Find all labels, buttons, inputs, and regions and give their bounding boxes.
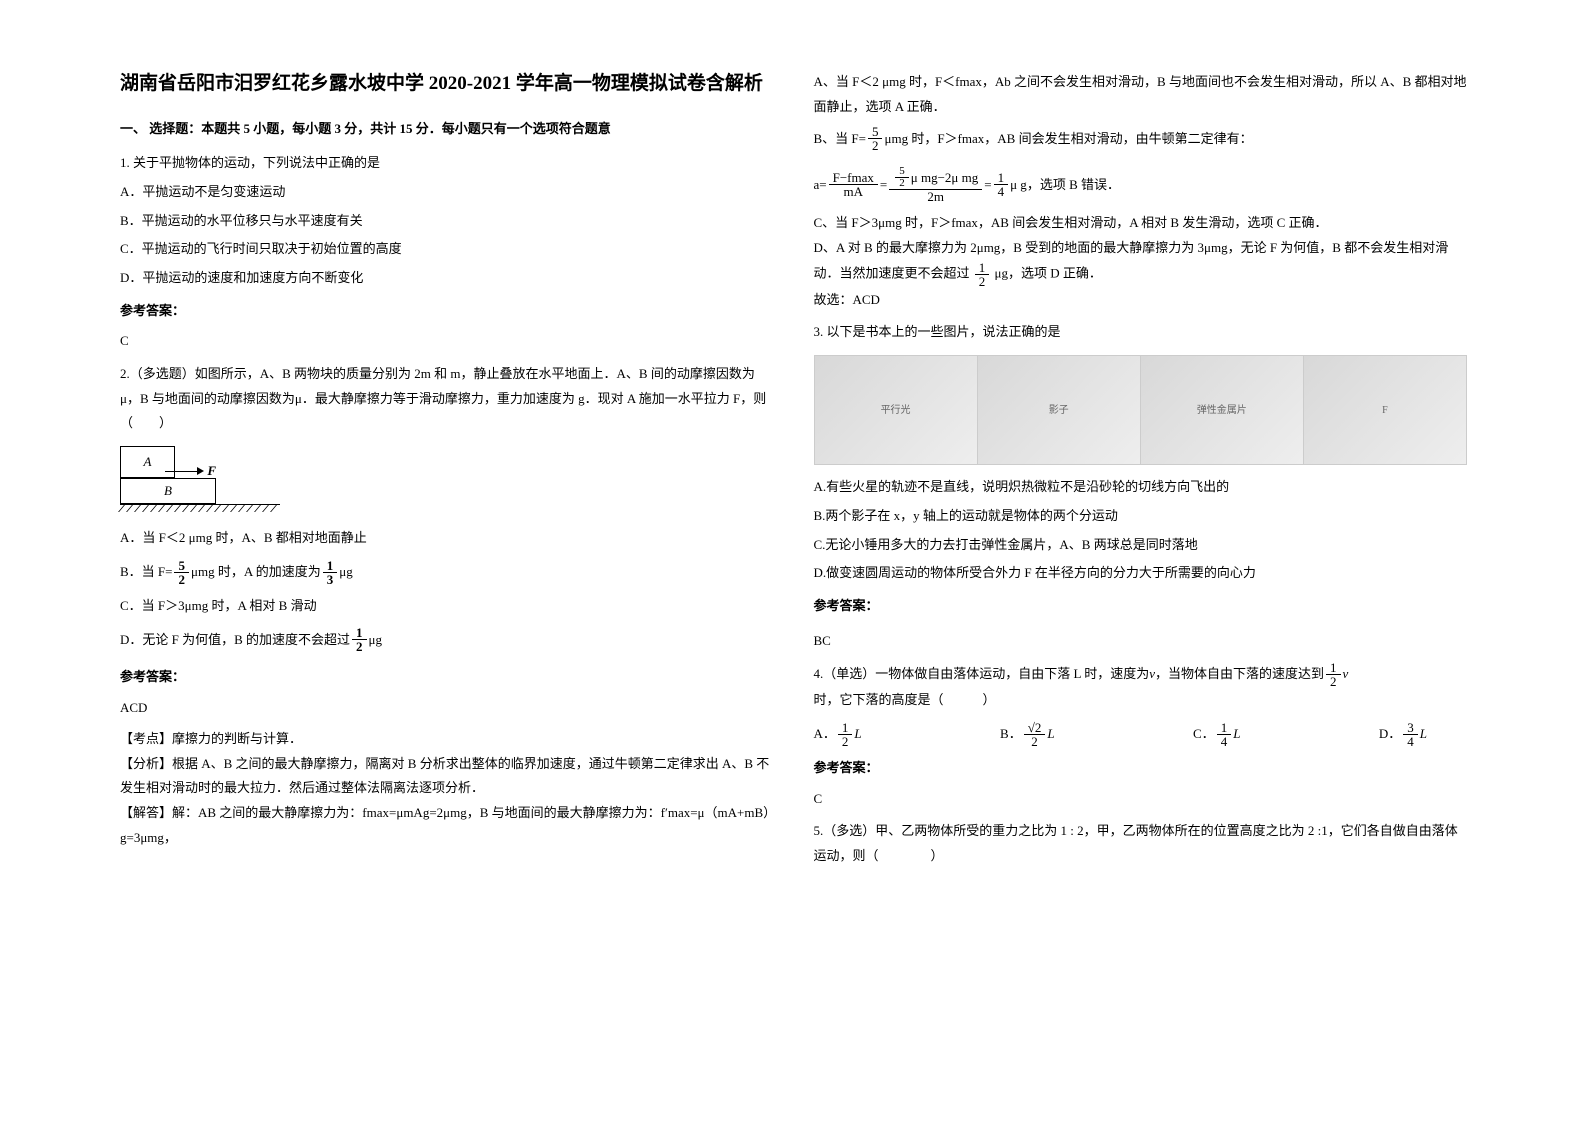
q2b-pre: B．当 F=	[120, 560, 172, 585]
right-column: A、当 F＜2 μmg 时，F＜fmax，Ab 之间不会发生相对滑动，B 与地面…	[794, 70, 1488, 1082]
sol-b-mid: μmg 时，F＞fmax，AB 间会发生相对滑动，由牛顿第二定律有：	[884, 127, 1252, 152]
frac-a: 1 2	[838, 721, 853, 748]
inner-frac-52: 5 2	[895, 166, 909, 189]
mu-g-label: μ g	[1010, 173, 1027, 198]
q4-stem: 4.（单选）一物体做自由落体运动，自由下落 L 时，速度为 v ，当物体自由下落…	[814, 661, 1468, 713]
question-4: 4.（单选）一物体做自由落体运动，自由下落 L 时，速度为 v ，当物体自由下落…	[814, 661, 1468, 811]
left-column: 湖南省岳阳市汨罗红花乡露水坡中学 2020-2021 学年高一物理模拟试卷含解析…	[100, 70, 794, 1082]
q2-point: 【考点】摩擦力的判断与计算．	[120, 727, 774, 752]
q3-opt-d: D.做变速圆周运动的物体所受合外力 F 在半径方向的分力大于所需要的向心力	[814, 561, 1468, 586]
q1-opt-b: B．平抛运动的水平位移只与水平速度有关	[120, 209, 774, 234]
q3-figure-strip: 平行光 影子 弹性金属片 F	[814, 355, 1468, 465]
question-1: 1. 关于平抛物体的运动，下列说法中正确的是 A．平抛运动不是匀变速运动 B．平…	[120, 151, 774, 354]
q4-choice-b: B． √2 2 L	[1000, 721, 1055, 748]
section-1-header: 一、 选择题：本题共 5 小题，每小题 3 分，共计 15 分．每小题只有一个选…	[120, 117, 774, 142]
q4-pre: 4.（单选）一物体做自由落体运动，自由下落 L 时，速度为	[814, 662, 1150, 687]
v-symbol-2: v	[1343, 662, 1349, 687]
exam-title: 湖南省岳阳市汨罗红花乡露水坡中学 2020-2021 学年高一物理模拟试卷含解析	[120, 70, 774, 99]
q5-stem: 5.（多选）甲、乙两物体所受的重力之比为 1 : 2，甲，乙两物体所在的位置高度…	[814, 819, 1468, 868]
frac-b: √2 2	[1024, 721, 1046, 748]
q2-diagram: A F B	[120, 446, 280, 512]
sol-b-pre: B、当 F=	[814, 127, 866, 152]
q3-opt-a: A.有些火星的轨迹不是直线，说明炽热微粒不是沿砂轮的切线方向飞出的	[814, 475, 1468, 500]
block-b-label: B	[164, 479, 172, 504]
q2-answer: ACD	[120, 696, 774, 721]
q3-opt-c: C.无论小锤用多大的力去打击弹性金属片，A、B 两球总是同时落地	[814, 533, 1468, 558]
frac-1-2: 1 2	[352, 626, 367, 653]
frac-ffmax-ma: F−fmax mA	[829, 171, 878, 198]
figure-panel-3: 弹性金属片	[1141, 356, 1304, 464]
solve-equation: a= F−fmax mA = 5 2 μ mg−2μ mg 2m = 1 4 μ…	[814, 166, 1120, 203]
q3-answer-label: 参考答案：	[814, 594, 1468, 619]
figure-panel-4: F	[1304, 356, 1466, 464]
eq-2: =	[984, 173, 991, 198]
frac-1-3: 1 3	[323, 559, 338, 586]
question-2: 2.（多选题）如图所示，A、B 两物块的质量分别为 2m 和 m，静止叠放在水平…	[120, 362, 774, 850]
sol-c: C、当 F＞3μmg 时，F＞fmax，AB 间会发生相对滑动，A 相对 B 发…	[814, 211, 1468, 236]
block-a-label: A	[144, 450, 152, 475]
frac-1-2-v: 1 2	[1326, 661, 1341, 688]
q2-opt-b: B．当 F= 5 2 μmg 时，A 的加速度为 1 3 μg	[120, 559, 353, 586]
q2b-post: μg	[339, 560, 352, 585]
block-a: A F	[120, 446, 175, 478]
q4-choice-a: A． 1 2 L	[814, 721, 862, 748]
frac-1-4: 1 4	[994, 171, 1009, 198]
q2d-pre: D．无论 F 为何值，B 的加速度不会超过	[120, 628, 350, 653]
q2-solve: 【解答】解：AB 之间的最大静摩擦力为：fmax=μmAg=2μmg，B 与地面…	[120, 801, 774, 850]
q1-opt-a: A．平抛运动不是匀变速运动	[120, 180, 774, 205]
q4-choice-c: C． 1 4 L	[1193, 721, 1240, 748]
q2-answer-label: 参考答案：	[120, 665, 774, 690]
q1-opt-d: D．平抛运动的速度和加速度方向不断变化	[120, 266, 774, 291]
frac-5-2b: 5 2	[868, 125, 883, 152]
q2-opt-d: D．无论 F 为何值，B 的加速度不会超过 1 2 μg	[120, 626, 382, 653]
q3-opt-b: B.两个影子在 x，y 轴上的运动就是物体的两个分运动	[814, 504, 1468, 529]
frac-d: 3 4	[1403, 721, 1418, 748]
q1-answer: C	[120, 329, 774, 354]
figure-panel-2: 影子	[978, 356, 1141, 464]
sol-conclude: 故选：ACD	[814, 288, 1468, 313]
q3-answer: BC	[814, 629, 1468, 654]
q2-opt-c: C．当 F＞3μmg 时，A 相对 B 滑动	[120, 594, 774, 619]
frac-52mu-2m: 5 2 μ mg−2μ mg 2m	[889, 166, 982, 203]
eq-post: ，选项 B 错误．	[1027, 173, 1120, 198]
q1-answer-label: 参考答案：	[120, 299, 774, 324]
q2-opt-a: A．当 F＜2 μmg 时，A、B 都相对地面静止	[120, 526, 774, 551]
eq-1: =	[880, 173, 887, 198]
q4-mid: ，当物体自由下落的速度达到	[1155, 662, 1324, 687]
frac-1-2b: 1 2	[975, 261, 990, 288]
inner-mu-mg: μ mg−2μ mg	[911, 171, 979, 184]
frac-5-2: 5 2	[174, 559, 189, 586]
q4-choices: A． 1 2 L B． √2 2 L C． 1 4	[814, 721, 1468, 748]
sol-d-pre: D、A 对 B 的最大摩擦力为 2μmg，B 受到的地面的最大静摩擦力为 3μm…	[814, 236, 1468, 288]
q4-choice-d: D． 3 4 L	[1379, 721, 1427, 748]
q4-answer: C	[814, 787, 1468, 812]
q2d-post: μg	[369, 628, 382, 653]
q1-stem: 1. 关于平抛物体的运动，下列说法中正确的是	[120, 151, 774, 176]
q2b-mid: μmg 时，A 的加速度为	[191, 560, 321, 585]
block-b: B	[120, 478, 216, 504]
figure-panel-1: 平行光	[815, 356, 978, 464]
q2-analysis: 【分析】根据 A、B 之间的最大静摩擦力，隔离对 B 分析求出整体的临界加速度，…	[120, 752, 774, 801]
ground-hatch	[120, 505, 280, 512]
q3-stem: 3. 以下是书本上的一些图片，说法正确的是	[814, 320, 1468, 345]
q2-stem: 2.（多选题）如图所示，A、B 两物块的质量分别为 2m 和 m，静止叠放在水平…	[120, 362, 774, 436]
a-eq-label: a=	[814, 173, 827, 198]
sol-a: A、当 F＜2 μmg 时，F＜fmax，Ab 之间不会发生相对滑动，B 与地面…	[814, 70, 1468, 119]
q4-post: 时，它下落的高度是（ ）	[814, 688, 996, 713]
q4-answer-label: 参考答案：	[814, 756, 1468, 781]
frac-c: 1 4	[1217, 721, 1232, 748]
q1-opt-c: C．平抛运动的飞行时间只取决于初始位置的高度	[120, 237, 774, 262]
question-3: 3. 以下是书本上的一些图片，说法正确的是 平行光 影子 弹性金属片 F A.有…	[814, 320, 1468, 653]
sol-b-line1: B、当 F= 5 2 μmg 时，F＞fmax，AB 间会发生相对滑动，由牛顿第…	[814, 125, 1253, 152]
question-5: 5.（多选）甲、乙两物体所受的重力之比为 1 : 2，甲，乙两物体所在的位置高度…	[814, 819, 1468, 868]
